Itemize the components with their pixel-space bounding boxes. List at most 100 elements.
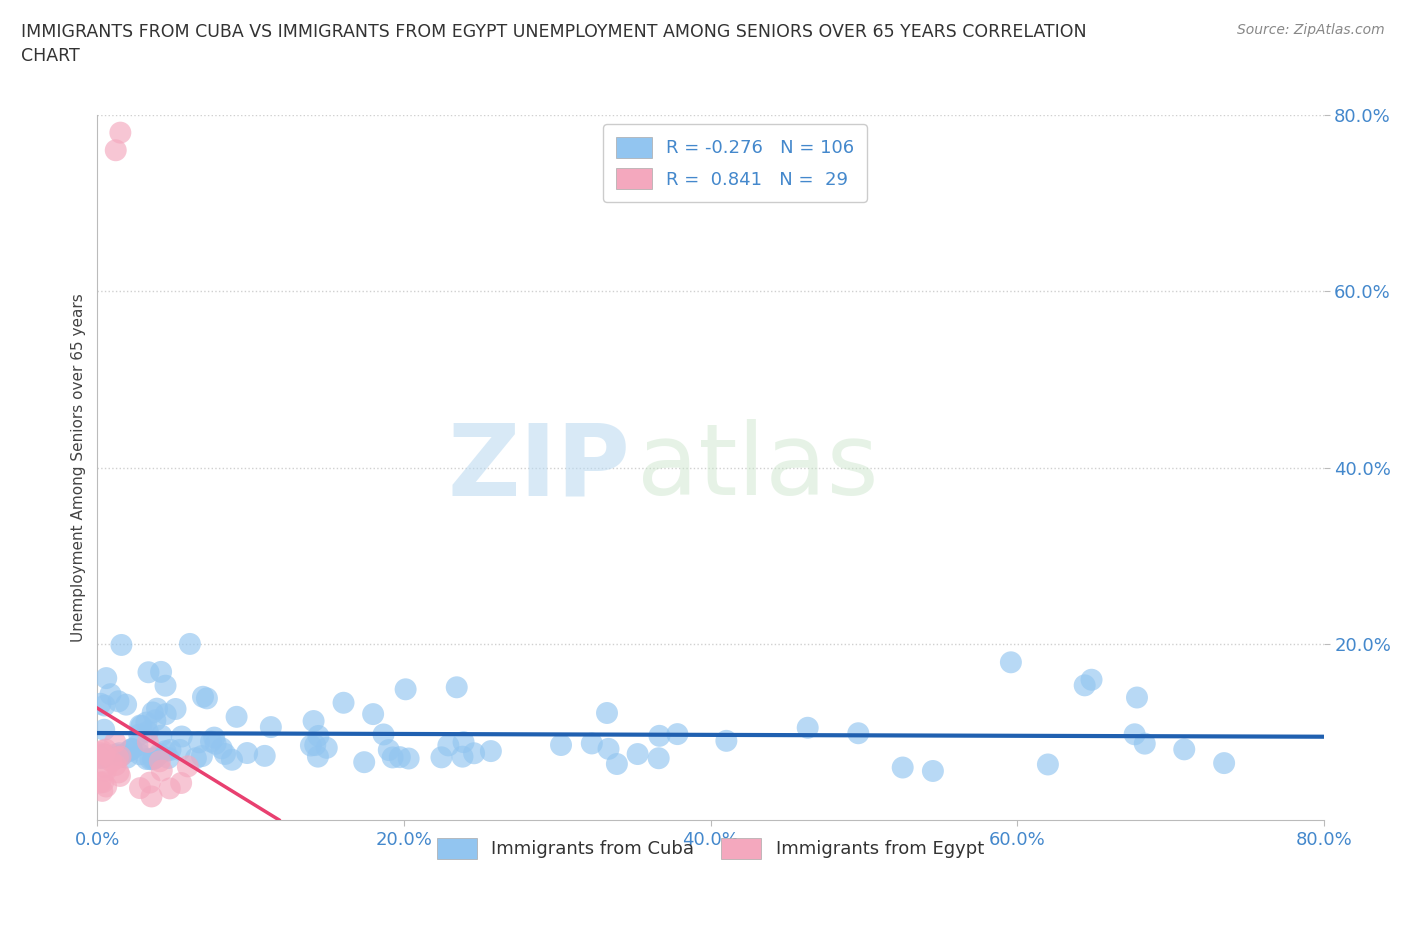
Point — [666, 726, 689, 741]
Point — [796, 721, 818, 736]
Point — [149, 754, 172, 769]
Point — [378, 743, 401, 758]
Point — [304, 737, 326, 752]
Point — [89, 751, 111, 765]
Point — [135, 751, 157, 766]
Point — [150, 664, 173, 679]
Point — [142, 705, 165, 720]
Text: Source: ZipAtlas.com: Source: ZipAtlas.com — [1237, 23, 1385, 37]
Point — [155, 744, 177, 759]
Point — [142, 751, 165, 766]
Point — [155, 678, 177, 693]
Point — [191, 749, 214, 764]
Point — [1126, 690, 1149, 705]
Y-axis label: Unemployment Among Seniors over 65 years: Unemployment Among Seniors over 65 years — [72, 293, 86, 642]
Point — [453, 735, 475, 750]
Point — [129, 747, 152, 762]
Point — [94, 742, 117, 757]
Point — [91, 775, 114, 790]
Point — [307, 728, 329, 743]
Point — [184, 751, 207, 765]
Point — [131, 719, 153, 734]
Point — [89, 751, 111, 765]
Point — [104, 747, 127, 762]
Point — [647, 751, 669, 765]
Point — [204, 737, 226, 751]
Point — [165, 701, 187, 716]
Point — [93, 747, 115, 762]
Point — [381, 750, 404, 764]
Point — [96, 779, 118, 794]
Point — [138, 665, 160, 680]
Point — [142, 751, 165, 766]
Point — [598, 741, 620, 756]
Point — [139, 751, 162, 766]
Point — [463, 746, 485, 761]
Point — [127, 737, 149, 752]
Point — [107, 694, 129, 709]
Point — [302, 713, 325, 728]
Point — [94, 764, 117, 778]
Point — [93, 698, 115, 713]
Point — [195, 691, 218, 706]
Point — [148, 747, 170, 762]
Point — [353, 755, 375, 770]
Point — [1173, 742, 1195, 757]
Point — [159, 742, 181, 757]
Point — [398, 751, 420, 766]
Point — [104, 143, 127, 158]
Point — [451, 750, 474, 764]
Point — [128, 727, 150, 742]
Point — [373, 727, 395, 742]
Point — [143, 713, 166, 728]
Point — [117, 744, 139, 759]
Text: ZIP: ZIP — [449, 419, 631, 516]
Point — [155, 707, 177, 722]
Point — [446, 680, 468, 695]
Point — [332, 696, 354, 711]
Point — [91, 783, 114, 798]
Point — [225, 710, 247, 724]
Point — [104, 758, 127, 773]
Point — [179, 636, 201, 651]
Point — [221, 752, 243, 767]
Point — [846, 725, 869, 740]
Point — [437, 738, 460, 753]
Point — [891, 760, 914, 775]
Point — [606, 757, 628, 772]
Point — [150, 764, 173, 778]
Point — [315, 740, 337, 755]
Point — [596, 706, 619, 721]
Point — [136, 735, 159, 750]
Point — [96, 671, 118, 685]
Point — [129, 718, 152, 733]
Point — [253, 749, 276, 764]
Point — [188, 735, 211, 750]
Point — [157, 751, 180, 765]
Point — [110, 126, 132, 140]
Point — [93, 723, 115, 737]
Point — [120, 742, 142, 757]
Point — [107, 750, 129, 764]
Point — [200, 734, 222, 749]
Point — [111, 748, 134, 763]
Point — [1000, 655, 1022, 670]
Point — [236, 746, 259, 761]
Point — [394, 682, 416, 697]
Point — [260, 720, 283, 735]
Point — [108, 768, 131, 783]
Point — [1133, 737, 1156, 751]
Text: IMMIGRANTS FROM CUBA VS IMMIGRANTS FROM EGYPT UNEMPLOYMENT AMONG SENIORS OVER 65: IMMIGRANTS FROM CUBA VS IMMIGRANTS FROM … — [21, 23, 1087, 65]
Point — [922, 764, 945, 778]
Point — [108, 746, 131, 761]
Point — [581, 736, 603, 751]
Point — [91, 744, 114, 759]
Point — [146, 701, 169, 716]
Point — [139, 776, 162, 790]
Point — [93, 748, 115, 763]
Point — [211, 741, 233, 756]
Point — [90, 746, 112, 761]
Point — [430, 750, 453, 764]
Point — [170, 776, 193, 790]
Point — [1123, 727, 1146, 742]
